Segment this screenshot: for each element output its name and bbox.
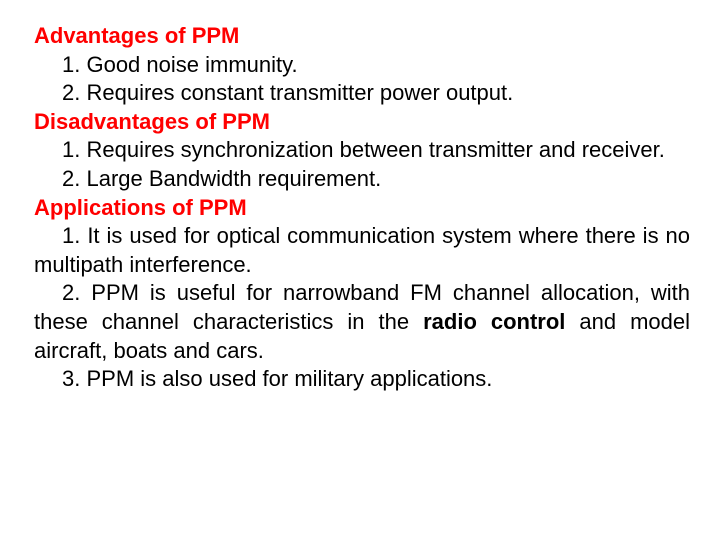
disadvantages-item-2-text: Large Bandwidth requirement. xyxy=(80,166,381,191)
applications-item-1-number: 1. xyxy=(34,223,80,248)
advantages-heading: Advantages of PPM xyxy=(34,23,239,48)
disadvantages-item-1-text: Requires synchronization between transmi… xyxy=(80,137,665,162)
advantages-item-2-text: Requires constant transmitter power outp… xyxy=(80,80,513,105)
advantages-item-1-number: 1. xyxy=(34,52,80,77)
applications-heading: Applications of PPM xyxy=(34,195,247,220)
document-page: Advantages of PPM 1. Good noise immunity… xyxy=(0,0,720,394)
applications-item-2-number: 2. xyxy=(34,280,80,305)
disadvantages-item-2-number: 2. xyxy=(34,166,80,191)
applications-item-1-text: It is used for optical communication sys… xyxy=(34,223,690,277)
disadvantages-heading: Disadvantages of PPM xyxy=(34,109,270,134)
advantages-item-1-text: Good noise immunity. xyxy=(80,52,297,77)
advantages-item-2-number: 2. xyxy=(34,80,80,105)
body-text: Advantages of PPM 1. Good noise immunity… xyxy=(34,22,690,394)
applications-item-2-bold: radio control xyxy=(423,309,565,334)
applications-item-3-text: PPM is also used for military applicatio… xyxy=(80,366,492,391)
applications-item-3-number: 3. xyxy=(34,366,80,391)
disadvantages-item-1-number: 1. xyxy=(34,137,80,162)
